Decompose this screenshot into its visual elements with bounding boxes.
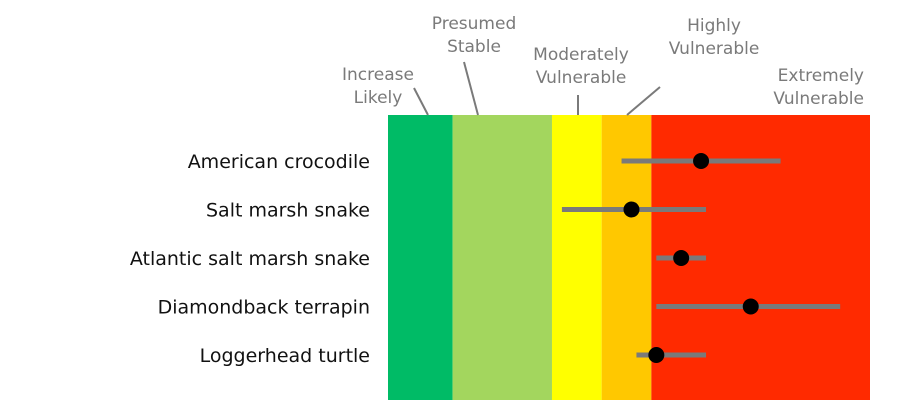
leader-line-presumed-stable bbox=[463, 61, 479, 116]
estimate-point-american-crocodile bbox=[693, 153, 710, 169]
estimate-point-diamondback-terrapin bbox=[742, 298, 759, 315]
zone-band-increase-likely bbox=[388, 115, 453, 400]
zone-labels: Increase Likely Presumed Stable Moderately Vu… bbox=[342, 14, 864, 109]
category-label-loggerhead-turtle: Loggerhead turtle bbox=[200, 345, 370, 367]
category-label-diamondback-terrapin: Diamondback terrapin bbox=[158, 297, 370, 319]
zone-band-moderately-vulnerable bbox=[551, 115, 602, 400]
zone-band-presumed-stable bbox=[452, 115, 552, 400]
zone-bands bbox=[388, 115, 870, 400]
zone-leader-lines bbox=[413, 61, 661, 116]
estimate-point-loggerhead-turtle bbox=[648, 347, 665, 363]
zone-label-highly-vulnerable: Highly Vulnerable bbox=[669, 16, 760, 59]
zone-label-presumed-stable: Presumed Stable bbox=[432, 14, 516, 57]
estimate-point-atlantic-salt-marsh-snake bbox=[673, 250, 690, 266]
category-labels: American crocodile Salt marsh snake Atlant… bbox=[130, 151, 370, 367]
estimate-point-salt-marsh-snake bbox=[623, 201, 640, 218]
category-label-american-crocodile: American crocodile bbox=[188, 151, 370, 173]
estimate-points bbox=[623, 153, 759, 363]
zone-label-extremely-vulnerable: Extremely Vulnerable bbox=[773, 66, 864, 109]
zone-label-moderately-vulnerable: Moderately Vulnerable bbox=[533, 45, 629, 88]
category-label-atlantic-salt-marsh-snake: Atlantic salt marsh snake bbox=[130, 248, 370, 270]
leader-line-highly-vulnerable bbox=[626, 86, 661, 116]
leader-line-increase-likely bbox=[413, 87, 429, 116]
category-label-salt-marsh-snake: Salt marsh snake bbox=[206, 200, 370, 222]
zone-label-increase-likely: Increase Likely bbox=[342, 65, 414, 108]
